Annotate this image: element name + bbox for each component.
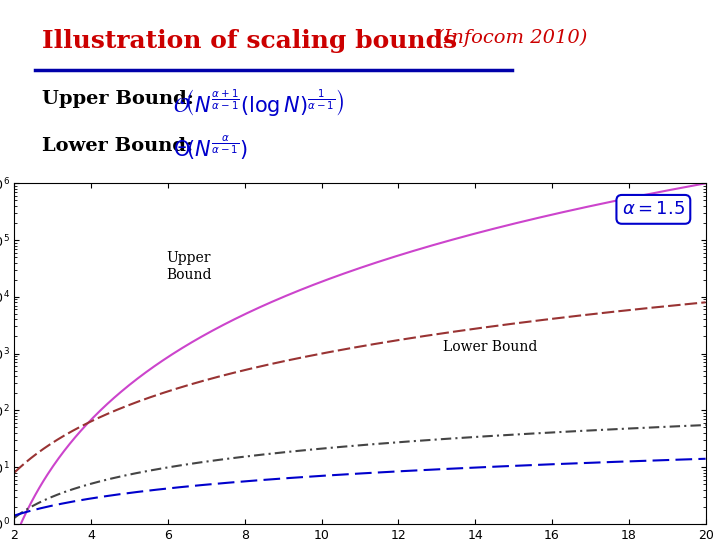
Text: Illustration of scaling bounds: Illustration of scaling bounds: [42, 29, 457, 52]
Text: Upper Bound:: Upper Bound:: [42, 91, 194, 109]
Text: $\alpha = 1.5$: $\alpha = 1.5$: [622, 200, 685, 218]
Text: Upper
Bound: Upper Bound: [166, 252, 212, 282]
Text: (Infocom 2010): (Infocom 2010): [436, 29, 588, 47]
Text: $\mathcal{O}\!\left(N^{\frac{\alpha+1}{\alpha-1}}(\log N)^{\frac{1}{\alpha-1}}\r: $\mathcal{O}\!\left(N^{\frac{\alpha+1}{\…: [174, 87, 345, 119]
Text: Lower Bound:: Lower Bound:: [42, 137, 193, 155]
Text: $\Theta\!\left(N^{\frac{\alpha}{\alpha-1}}\right)$: $\Theta\!\left(N^{\frac{\alpha}{\alpha-1…: [174, 134, 248, 162]
Text: Lower Bound: Lower Bound: [443, 340, 537, 354]
